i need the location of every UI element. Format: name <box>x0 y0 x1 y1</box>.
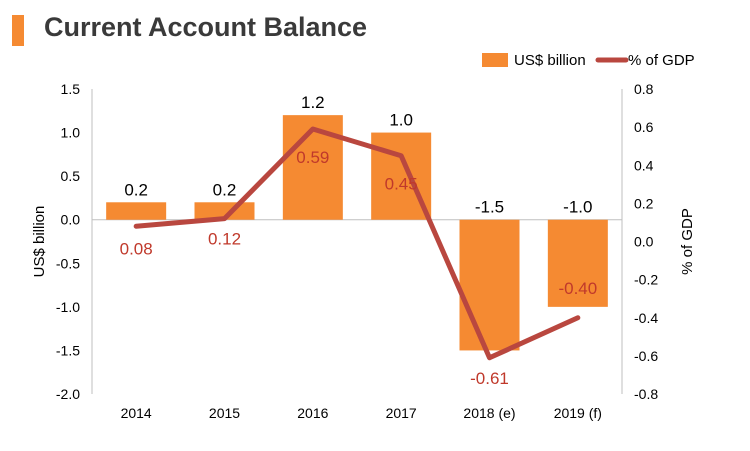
gdp-value-label: 0.45 <box>385 175 418 194</box>
y-tick-label: -1.5 <box>56 342 80 358</box>
y2-tick-label: -0.6 <box>634 348 658 364</box>
x-tick-label: 2015 <box>209 405 240 421</box>
y2-tick-label: -0.4 <box>634 310 658 326</box>
x-tick-label: 2019 (f) <box>554 405 602 421</box>
y-tick-label: -1.0 <box>56 299 80 315</box>
x-tick-label: 2014 <box>121 405 152 421</box>
legend-bar-swatch <box>482 53 508 67</box>
y2-tick-label: -0.2 <box>634 272 658 288</box>
y2-tick-label: 0.8 <box>634 81 654 97</box>
y-tick-label: 1.5 <box>61 81 81 97</box>
bar-value-label: 1.2 <box>301 93 325 112</box>
x-tick-label: 2017 <box>386 405 417 421</box>
y2-tick-label: 0.0 <box>634 234 654 250</box>
bar <box>547 219 608 307</box>
legend-bar-label: US$ billion <box>514 52 586 69</box>
y2-tick-label: 0.2 <box>634 195 654 211</box>
y-tick-label: -2.0 <box>56 386 80 402</box>
bar-value-label: 1.0 <box>389 111 413 130</box>
gdp-value-label: -0.61 <box>470 369 509 388</box>
gdp-value-label: -0.40 <box>558 279 597 298</box>
chart-title: Current Account Balance <box>44 12 368 42</box>
bar-value-label: -1.0 <box>563 198 592 217</box>
y2-tick-label: -0.8 <box>634 386 658 402</box>
y2-tick-label: 0.4 <box>634 157 654 173</box>
bar <box>459 219 520 351</box>
gdp-value-label: 0.08 <box>120 239 153 258</box>
bar-value-label: -1.5 <box>475 198 504 217</box>
legend-line-label: % of GDP <box>628 52 695 69</box>
bar <box>106 202 167 220</box>
x-tick-label: 2016 <box>297 405 328 421</box>
bar-value-label: 0.2 <box>124 180 148 199</box>
y-tick-label: 0.5 <box>61 168 81 184</box>
gdp-line <box>133 126 581 361</box>
y-axis-title: US$ billion <box>31 206 48 278</box>
bar-value-label: 0.2 <box>213 180 237 199</box>
y2-axis-title: % of GDP <box>679 208 696 275</box>
x-tick-label: 2018 (e) <box>463 405 515 421</box>
y-tick-label: 1.0 <box>61 125 81 141</box>
gdp-value-label: 0.59 <box>296 148 329 167</box>
title-accent-bar <box>12 15 24 46</box>
y-tick-label: 0.0 <box>61 212 81 228</box>
gdp-value-label: 0.12 <box>208 230 241 249</box>
y2-tick-label: 0.6 <box>634 119 654 135</box>
y-tick-label: -0.5 <box>56 255 80 271</box>
